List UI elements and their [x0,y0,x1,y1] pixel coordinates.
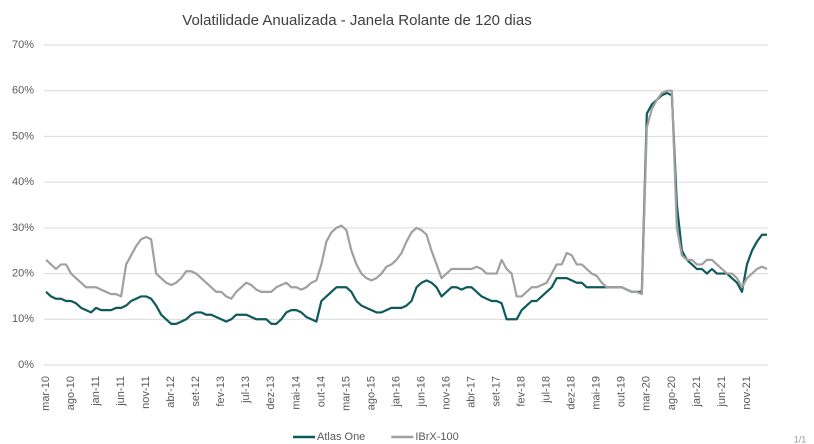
y-tick-label: 10% [12,313,34,325]
x-tick-label: mai-19 [591,376,603,410]
legend-label: Atlas One [317,431,365,443]
x-tick-label: ago-10 [65,376,77,410]
x-tick-label: ago-15 [365,376,377,410]
x-tick-label: mar-15 [340,376,352,411]
x-tick-label: jun-16 [415,376,427,408]
x-tick-label: fev-18 [516,376,528,407]
x-tick-label: dez-18 [566,376,578,410]
x-tick-label: mar-10 [40,376,52,411]
x-tick-label: set-17 [491,376,503,407]
legend-label: IBrX-100 [415,431,458,443]
x-tick-label: out-14 [315,376,327,407]
x-tick-label: abr-17 [465,376,477,408]
page-indicator: 1/1 [794,434,807,444]
x-tick-label: jun-21 [716,376,728,408]
chart-title: Volatilidade Anualizada - Janela Rolante… [182,12,531,29]
y-tick-label: 0% [18,359,34,371]
x-tick-label: dez-13 [265,376,277,410]
x-tick-label: jan-16 [390,376,402,408]
x-tick-label: out-19 [616,376,628,407]
y-tick-label: 60% [12,85,34,97]
x-tick-label: jul-13 [240,376,252,404]
x-tick-label: set-12 [190,376,202,407]
y-tick-label: 70% [12,39,34,51]
line-series [45,89,768,300]
y-tick-label: 50% [12,130,34,142]
x-tick-label: jan-11 [90,376,102,407]
x-tick-label: jul-18 [541,376,553,404]
x-tick-label: nov-11 [140,376,152,409]
x-tick-label: jun-11 [115,376,127,407]
x-tick-label: abr-12 [165,376,177,408]
x-tick-label: mai-14 [290,376,302,410]
x-tick-label: mar-20 [641,376,653,411]
x-tick-label: jan-21 [691,376,703,408]
line-series [45,91,767,325]
y-tick-label: 30% [12,222,34,234]
x-tick-label: fev-13 [215,376,227,407]
y-tick-label: 40% [12,176,34,188]
y-tick-label: 20% [12,267,34,279]
x-tick-label: ago-20 [666,376,678,410]
x-tick-label: nov-21 [741,376,753,410]
x-tick-label: nov-16 [440,376,452,410]
